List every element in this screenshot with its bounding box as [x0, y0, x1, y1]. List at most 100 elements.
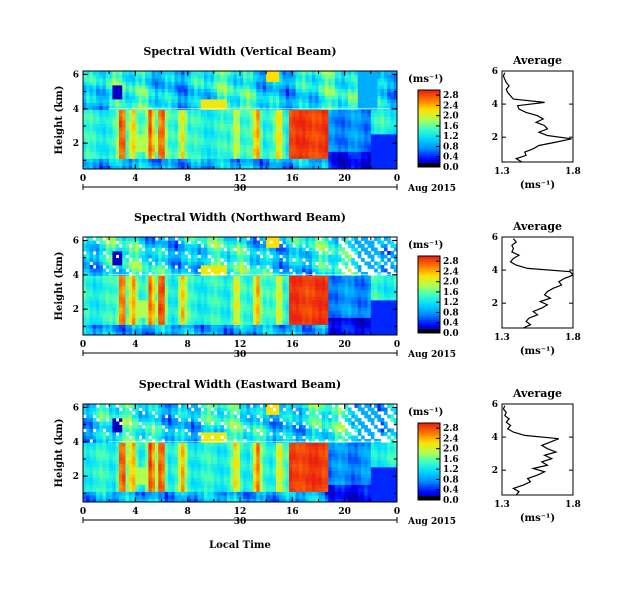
heatmap-cell	[259, 109, 264, 114]
heatmap-cell	[161, 109, 166, 114]
heatmap-cell	[217, 162, 221, 166]
heatmap-cell	[164, 293, 169, 297]
heatmap-cell	[204, 296, 208, 301]
heatmap-cell	[370, 144, 375, 149]
heatmap-cell	[266, 286, 270, 290]
heatmap-cell	[168, 286, 172, 290]
heatmap-cell	[220, 165, 225, 170]
heatmap-cell	[151, 144, 156, 149]
heatmap-cell	[325, 92, 329, 96]
heatmap-cell	[334, 120, 339, 124]
heatmap-cell	[289, 275, 293, 280]
heatmap-cell	[138, 144, 143, 149]
heatmap-cell	[305, 95, 310, 100]
heatmap-cell	[197, 282, 202, 287]
heatmap-cell	[122, 158, 126, 163]
heatmap-cell	[351, 155, 355, 159]
heatmap-cell	[246, 286, 251, 290]
heatmap-cell	[328, 95, 332, 100]
heatmap-cell	[266, 279, 270, 283]
heatmap-cell	[328, 293, 332, 297]
heatmap-cell	[151, 314, 156, 318]
heatmap-cell	[233, 296, 238, 301]
heatmap-cell	[262, 141, 267, 145]
heatmap-cell	[158, 71, 162, 75]
heatmap-cell	[115, 321, 120, 325]
heatmap-cell	[145, 251, 149, 255]
heatmap-cell	[233, 81, 238, 86]
heatmap-cell	[112, 272, 117, 276]
heatmap-cell	[115, 303, 120, 308]
heatmap-cell	[275, 300, 280, 304]
heatmap-cell	[305, 237, 310, 241]
heatmap-cell	[96, 137, 100, 142]
heatmap-cell	[282, 141, 287, 145]
heatmap-cell	[331, 116, 336, 121]
heatmap-cell	[184, 331, 189, 336]
heatmap-cell	[204, 265, 208, 269]
heatmap-cell	[266, 296, 270, 301]
heatmap-cell	[344, 81, 349, 86]
heatmap-cell	[328, 289, 332, 294]
heatmap-cell	[200, 158, 205, 163]
heatmap-cell	[341, 127, 346, 131]
heatmap-cell	[148, 314, 153, 318]
heatmap-cell	[344, 113, 349, 117]
heatmap-cell	[269, 123, 274, 128]
heatmap-cell	[361, 106, 365, 110]
heatmap-cell	[184, 88, 189, 93]
heatmap-cell	[328, 261, 332, 266]
heatmap-cell	[272, 113, 277, 117]
heatmap-cell	[236, 151, 241, 156]
heatmap-cell	[344, 162, 349, 166]
heatmap-cell	[275, 289, 280, 294]
heatmap-cell	[177, 296, 182, 301]
heatmap-cell	[148, 127, 153, 131]
heatmap-cell	[128, 130, 133, 135]
heatmap-cell	[168, 158, 172, 163]
heatmap-cell	[200, 279, 205, 283]
heatmap-cell	[275, 268, 280, 273]
heatmap-cell	[86, 113, 90, 117]
heatmap-cell	[266, 240, 270, 245]
heatmap-cell	[253, 331, 257, 336]
heatmap-cell	[285, 275, 290, 280]
heatmap-cell	[295, 237, 300, 241]
heatmap-cell	[289, 92, 293, 96]
heatmap-cell	[226, 265, 231, 269]
heatmap-cell	[122, 130, 126, 135]
heatmap-cell	[390, 81, 395, 86]
heatmap-cell	[96, 99, 100, 103]
heatmap-cell	[344, 120, 349, 124]
heatmap-cell	[164, 85, 169, 89]
heatmap-cell	[135, 328, 139, 332]
heatmap-cell	[275, 244, 280, 248]
heatmap-cell	[174, 155, 179, 159]
heatmap-cell	[96, 254, 100, 259]
heatmap-cell	[200, 162, 205, 166]
heatmap-cell	[328, 317, 332, 322]
heatmap-cell	[308, 71, 313, 75]
heatmap-cell	[118, 81, 123, 86]
heatmap-cell	[249, 71, 254, 75]
heatmap-cell	[109, 102, 113, 107]
heatmap-cell	[387, 74, 391, 79]
heatmap-cell	[298, 71, 303, 75]
heatmap-cell	[187, 99, 192, 103]
heatmap-cell	[338, 155, 342, 159]
heatmap-cell	[171, 317, 175, 322]
heatmap-cell	[118, 92, 123, 96]
heatmap-cell	[207, 81, 211, 86]
heatmap-cell	[289, 85, 293, 89]
heatmap-cell	[259, 165, 264, 170]
heatmap-cell	[243, 321, 247, 325]
heatmap-cell	[305, 268, 310, 273]
heatmap-cell	[197, 95, 202, 100]
heatmap-cell	[230, 155, 234, 159]
heatmap-cell	[230, 331, 234, 336]
heatmap-cell	[96, 106, 100, 110]
heatmap-cell	[207, 237, 211, 241]
heatmap-cell	[334, 141, 339, 145]
heatmap-cell	[292, 109, 296, 114]
heatmap-cell	[334, 151, 339, 156]
